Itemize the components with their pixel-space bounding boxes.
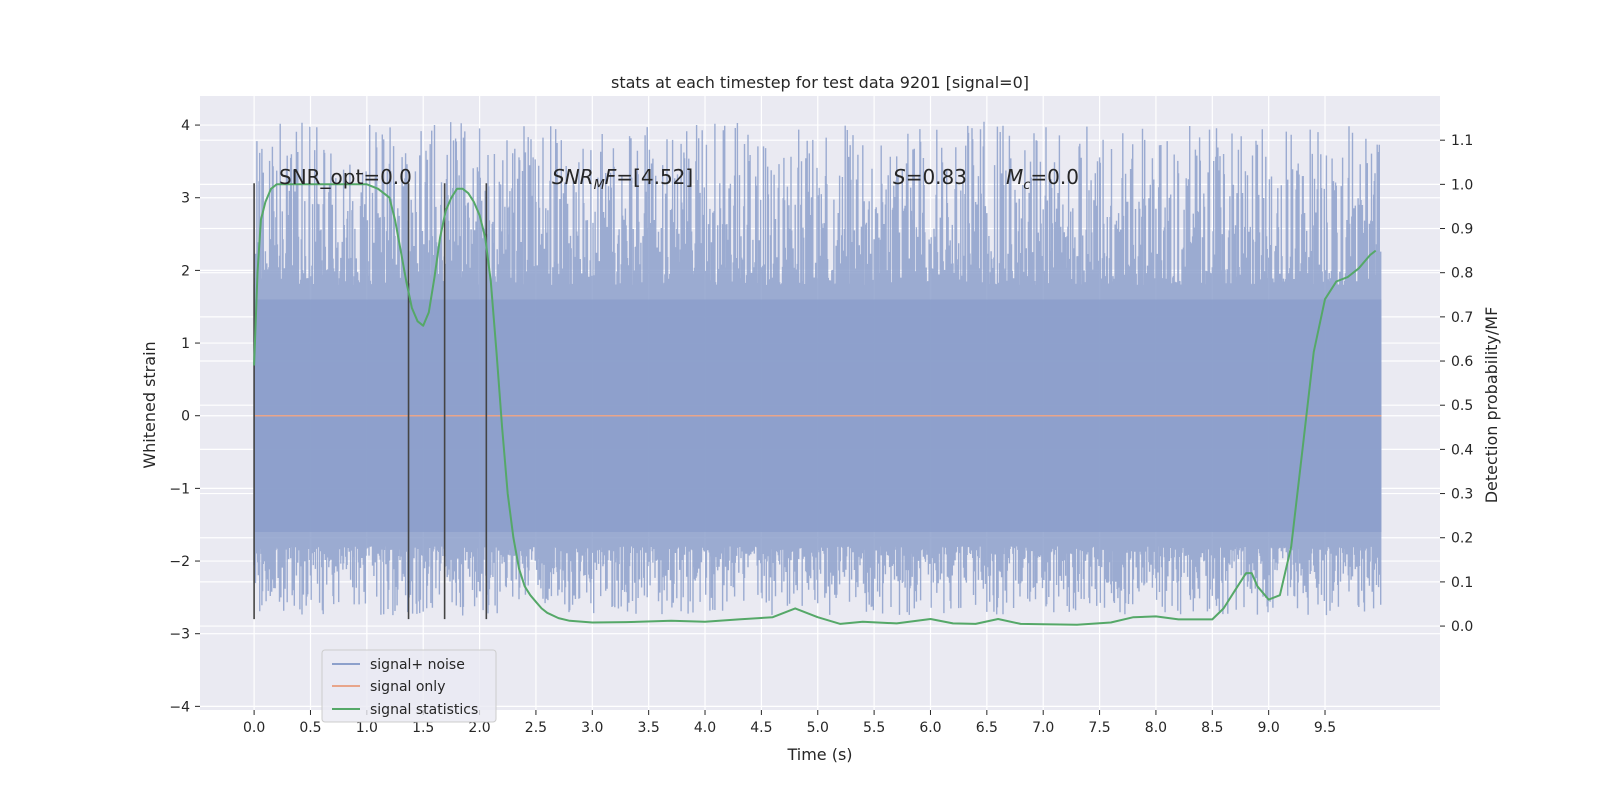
y-axis-label: Whitened strain xyxy=(140,341,159,468)
vertical-markers xyxy=(253,183,488,620)
x-tick-label-1: 0.5 xyxy=(299,720,321,736)
y2-tick-label-10: 0.1 xyxy=(1451,575,1473,591)
legend-label-signal-statistics: signal statistics xyxy=(370,702,478,718)
mc-value: =0.0 xyxy=(1030,165,1079,189)
x-axis-label: Time (s) xyxy=(786,745,852,764)
x-tick-label-4: 2.0 xyxy=(468,720,490,736)
x-tick-label-7: 3.5 xyxy=(638,720,660,736)
y2-tick-label-3: 0.8 xyxy=(1451,266,1473,282)
annotation-snr-opt: SNR_opt=0.0 xyxy=(279,165,412,189)
chart-title: stats at each timestep for test data 920… xyxy=(611,73,1029,92)
y2-tick-label-7: 0.4 xyxy=(1451,442,1473,458)
y2-tick-label-0: 1.1 xyxy=(1451,133,1473,149)
y-tick-label-3: 1 xyxy=(181,336,190,352)
legend-label-signal-plus-noise: signal+ noise xyxy=(370,657,465,673)
annotation-snr-mf: SNRMF=[4.52] xyxy=(552,165,693,193)
legend-box xyxy=(321,649,497,723)
signal-statistics-line xyxy=(253,183,1377,626)
y2-tick-label-4: 0.7 xyxy=(1451,310,1473,326)
x-tick-label-6: 3.0 xyxy=(581,720,603,736)
snr-mf-symbol: SNR xyxy=(552,165,594,189)
y-tick-label-6: −2 xyxy=(169,554,190,570)
y2-tick-label-6: 0.5 xyxy=(1451,398,1473,414)
y-tick-label-1: 3 xyxy=(181,191,190,207)
x-tick-label-14: 7.0 xyxy=(1032,720,1054,736)
s-symbol: S xyxy=(893,165,906,189)
x-tick-label-3: 1.5 xyxy=(412,720,434,736)
y-axis-right: 1.1 1.0 0.9 0.8 0.7 0.6 0.5 0.4 0.3 0.2 0.1 0.0 xyxy=(1440,133,1473,635)
mc-symbol: M xyxy=(1006,165,1023,189)
y2-tick-label-1: 1.0 xyxy=(1451,177,1473,193)
annotation-s: S=0.83 xyxy=(893,165,967,189)
x-tick-label-18: 9.0 xyxy=(1258,720,1280,736)
x-axis: 0.0 0.5 1.0 1.5 2.0 2.5 3.0 3.5 4.0 4.5 5.0 5.5 6.0 6… xyxy=(243,710,1336,736)
legend: signal+ noise signal only signal statist… xyxy=(321,649,497,723)
x-tick-label-5: 2.5 xyxy=(525,720,547,736)
s-value: =0.83 xyxy=(906,165,967,189)
x-tick-label-15: 7.5 xyxy=(1088,720,1110,736)
y-tick-label-0: 4 xyxy=(181,118,190,134)
x-tick-label-10: 5.0 xyxy=(807,720,829,736)
y2-tick-label-11: 0.0 xyxy=(1451,619,1473,635)
x-tick-label-8: 4.0 xyxy=(694,720,716,736)
x-tick-label-19: 9.5 xyxy=(1314,720,1336,736)
legend-label-signal-only: signal only xyxy=(370,679,445,695)
mc-subscript: c xyxy=(1023,178,1030,193)
snr-mf-value: =[4.52] xyxy=(616,165,693,189)
y2-tick-label-2: 0.9 xyxy=(1451,222,1473,238)
y2-axis-label: Detection probability/MF xyxy=(1482,307,1501,504)
y-tick-label-5: −1 xyxy=(169,481,190,497)
y-tick-label-7: −3 xyxy=(169,627,190,643)
x-tick-label-17: 8.5 xyxy=(1201,720,1223,736)
series-signal-statistics xyxy=(253,183,1377,626)
x-tick-label-0: 0.0 xyxy=(243,720,265,736)
snr-mf-symbol-f: F xyxy=(605,165,617,189)
y2-tick-label-9: 0.2 xyxy=(1451,531,1473,547)
annotation-mc: Mc=0.0 xyxy=(1006,165,1079,193)
y2-tick-label-5: 0.6 xyxy=(1451,354,1473,370)
x-tick-label-16: 8.0 xyxy=(1145,720,1167,736)
x-tick-label-13: 6.5 xyxy=(976,720,998,736)
x-tick-label-2: 1.0 xyxy=(356,720,378,736)
y-tick-label-2: 2 xyxy=(181,263,190,279)
snr-mf-subscript: M xyxy=(594,178,605,193)
x-tick-label-11: 5.5 xyxy=(863,720,885,736)
x-tick-label-9: 4.5 xyxy=(750,720,772,736)
y-axis-left: 4 3 2 1 0 −1 −2 −3 −4 xyxy=(169,118,200,715)
y-tick-label-4: 0 xyxy=(181,409,190,425)
x-tick-label-12: 6.0 xyxy=(919,720,941,736)
y-tick-label-8: −4 xyxy=(169,699,190,715)
y2-tick-label-8: 0.3 xyxy=(1451,487,1473,503)
